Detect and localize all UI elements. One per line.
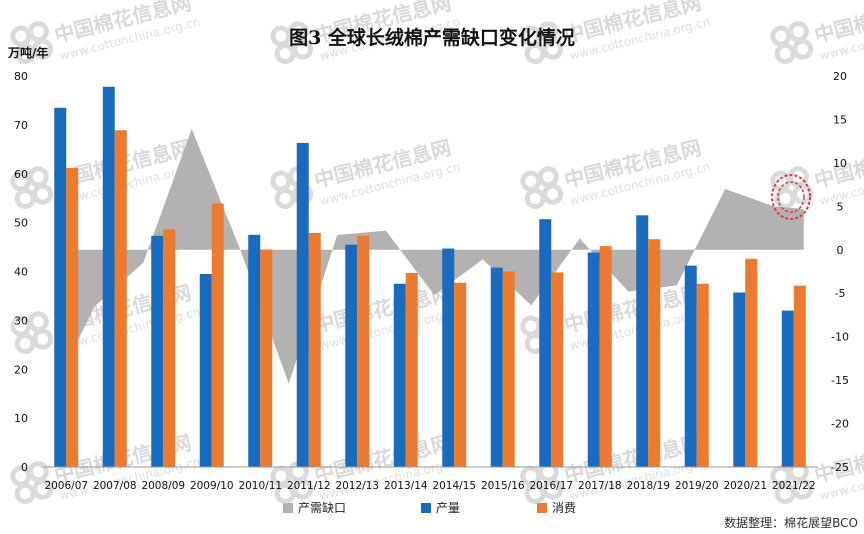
category-label: 2019/20 <box>675 480 719 492</box>
bar-consumption-2019-20 <box>696 283 709 467</box>
y-axis-unit-label: 万吨/年 <box>7 45 48 60</box>
bar-production-2017-18 <box>587 252 600 467</box>
category-label: 2021/22 <box>772 480 816 492</box>
bar-production-2013-14 <box>393 283 406 467</box>
category-label: 2009/10 <box>190 480 234 492</box>
bar-production-2021-22 <box>781 310 794 467</box>
bar-consumption-2013-14 <box>405 272 418 467</box>
left-tick-label: 80 <box>14 70 28 83</box>
left-tick-label: 60 <box>14 168 28 181</box>
right-tick-label: -15 <box>831 374 849 387</box>
bar-production-2020-21 <box>733 292 746 467</box>
category-label: 2018/19 <box>626 480 670 492</box>
legend-label-consumption: 消费 <box>552 501 576 515</box>
category-label: 2015/16 <box>481 480 525 492</box>
left-tick-label: 20 <box>14 363 28 376</box>
category-label: 2013/14 <box>384 480 428 492</box>
right-tick-label: 0 <box>837 244 844 257</box>
category-label: 2006/07 <box>44 480 88 492</box>
bar-production-2006-07 <box>54 107 67 468</box>
bar-consumption-2021-22 <box>793 285 806 467</box>
right-tick-label: 15 <box>833 113 847 126</box>
gap-area <box>72 129 804 384</box>
bar-production-2016-17 <box>539 219 552 467</box>
left-tick-label: 50 <box>14 217 28 230</box>
source-note: 数据整理：棉花展望BCO <box>724 515 858 530</box>
right-tick-label: -10 <box>831 331 849 344</box>
category-label: 2014/15 <box>432 480 476 492</box>
bar-consumption-2009-10 <box>211 203 224 467</box>
legend: 产需缺口 产量 消费 <box>283 500 576 515</box>
gap-area-layer <box>72 129 804 384</box>
category-label: 2008/09 <box>141 480 185 492</box>
right-tick-label: -25 <box>831 461 849 474</box>
left-tick-label: 70 <box>14 119 28 132</box>
bar-consumption-2015-16 <box>502 271 515 467</box>
bar-consumption-2011-12 <box>308 232 321 467</box>
bar-consumption-2007-08 <box>114 130 127 467</box>
bar-consumption-2014-15 <box>454 282 467 467</box>
bar-production-2007-08 <box>102 86 115 467</box>
bar-consumption-2017-18 <box>599 246 612 467</box>
category-label: 2016/17 <box>529 480 573 492</box>
legend-label-production: 产量 <box>436 501 460 515</box>
category-label: 2020/21 <box>723 480 767 492</box>
bar-production-2010-11 <box>248 234 261 467</box>
left-axis-ticks: 0 10 20 30 40 50 60 70 80 <box>14 70 28 474</box>
watermark-text: 中国棉花信息网 <box>812 430 864 487</box>
legend-swatch-gap <box>283 503 293 513</box>
bar-production-2015-16 <box>490 267 503 467</box>
legend-swatch-consumption <box>537 503 547 513</box>
left-tick-label: 10 <box>14 412 28 425</box>
bar-consumption-2018-19 <box>648 239 661 467</box>
bar-production-2018-19 <box>636 215 649 467</box>
bar-production-2011-12 <box>296 142 309 468</box>
chart-title: 图3 全球长绒棉产需缺口变化情况 <box>289 26 575 49</box>
right-tick-label: -20 <box>831 418 849 431</box>
bar-consumption-2008-09 <box>163 229 176 467</box>
category-label: 2011/12 <box>287 480 331 492</box>
bar-consumption-2020-21 <box>745 258 758 467</box>
bar-production-2019-20 <box>684 265 697 467</box>
bar-production-2012-13 <box>345 244 358 467</box>
left-tick-label: 40 <box>14 266 28 279</box>
bar-production-2014-15 <box>442 248 455 467</box>
right-tick-label: 5 <box>837 200 844 213</box>
left-tick-label: 30 <box>14 314 28 327</box>
legend-label-gap: 产需缺口 <box>298 500 346 515</box>
right-tick-label: 10 <box>833 157 847 170</box>
category-label: 2017/18 <box>578 480 622 492</box>
right-tick-label: 20 <box>833 70 847 83</box>
highlight-circle <box>771 174 811 220</box>
category-label: 2007/08 <box>93 480 137 492</box>
left-tick-label: 0 <box>21 461 28 474</box>
bar-layer <box>54 86 806 468</box>
bar-consumption-2016-17 <box>551 272 564 467</box>
category-labels: 2006/07 2007/08 2008/09 2009/10 2010/11 2011/… <box>44 480 815 492</box>
bar-consumption-2006-07 <box>66 167 79 467</box>
bar-consumption-2010-11 <box>260 249 273 467</box>
category-label: 2010/11 <box>238 480 282 492</box>
bar-consumption-2012-13 <box>357 235 370 467</box>
legend-swatch-production <box>421 503 431 513</box>
right-tick-label: -5 <box>835 287 846 300</box>
category-label: 2012/13 <box>335 480 379 492</box>
right-axis-ticks: -25 -20 -15 -10 -5 0 5 10 15 20 <box>831 70 849 474</box>
bar-production-2009-10 <box>199 273 212 467</box>
bar-production-2008-09 <box>151 235 164 467</box>
